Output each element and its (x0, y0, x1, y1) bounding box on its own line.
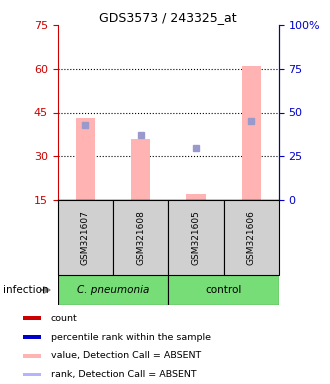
Bar (186, 194, 206, 200)
Text: value, Detection Call = ABSENT: value, Detection Call = ABSENT (50, 351, 201, 360)
Bar (242, 66, 261, 200)
Bar (23, 335, 41, 339)
Bar (131, 139, 150, 200)
Bar (58, 275, 168, 305)
Text: count: count (50, 314, 77, 323)
Title: GDS3573 / 243325_at: GDS3573 / 243325_at (99, 11, 237, 24)
Bar (223, 200, 279, 275)
Text: rank, Detection Call = ABSENT: rank, Detection Call = ABSENT (50, 370, 196, 379)
Bar (113, 200, 168, 275)
Bar (58, 200, 113, 275)
Text: GSM321606: GSM321606 (247, 210, 256, 265)
Text: percentile rank within the sample: percentile rank within the sample (50, 333, 211, 341)
Bar (168, 275, 279, 305)
Bar (168, 200, 224, 275)
Text: GSM321608: GSM321608 (136, 210, 145, 265)
Bar (23, 373, 41, 376)
Bar (23, 354, 41, 358)
Bar (76, 118, 95, 200)
Text: C. pneumonia: C. pneumonia (77, 285, 149, 295)
Text: infection: infection (3, 285, 49, 295)
Text: GSM321605: GSM321605 (191, 210, 200, 265)
Text: control: control (205, 285, 242, 295)
Text: GSM321607: GSM321607 (81, 210, 90, 265)
Bar (23, 316, 41, 320)
